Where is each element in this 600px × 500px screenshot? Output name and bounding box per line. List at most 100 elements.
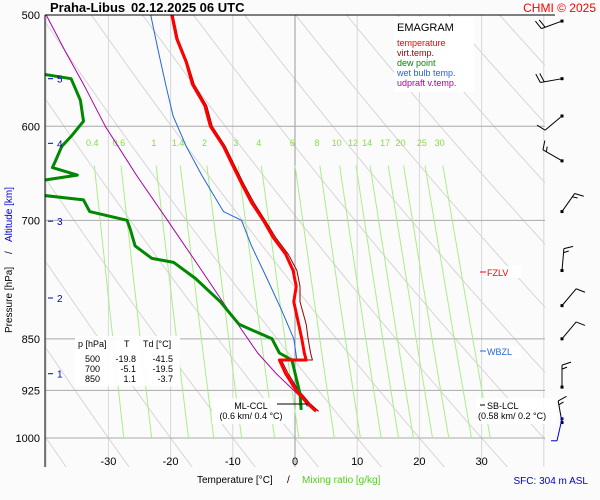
y-tick-label: 500: [22, 10, 40, 22]
stats-table-box: [75, 336, 180, 386]
stats-row: 700 -5.1 -19.5: [85, 364, 173, 374]
wind-barb-station: [560, 114, 564, 118]
y-tick-label: 925: [22, 385, 40, 397]
wind-barb-feather: [538, 19, 546, 28]
wind-barb-station: [560, 19, 564, 23]
mixing-ratio-line: [155, 165, 189, 439]
stats-cell: 1.1: [123, 374, 136, 384]
wind-barb-station: [560, 210, 564, 214]
wind-barb-feather: [561, 361, 572, 366]
wind-barb-station: [560, 385, 564, 389]
series-lines: [45, 15, 319, 413]
ml-ccl-detail: (0.6 km/ 0.4 °C): [219, 411, 282, 421]
mixing-ratio-label: 8: [315, 138, 320, 148]
wind-barb-shaft: [561, 193, 576, 212]
wind-barb-feather: [575, 321, 586, 326]
mixing-ratio-label: 0.4: [86, 138, 99, 148]
wind-barb-feather: [536, 124, 546, 131]
wbzl-label: WBZL: [487, 347, 512, 357]
wind-barb: [560, 245, 574, 273]
series-temperature: [170, 15, 318, 413]
wind-barb-shaft: [541, 20, 563, 30]
wind-barb: [535, 19, 564, 30]
altitude-tick-label: 5: [57, 75, 63, 86]
mixing-ratio-line: [442, 165, 491, 439]
wind-barb: [560, 288, 586, 308]
wind-barb: [560, 193, 584, 214]
legend-box: [394, 17, 474, 92]
mixing-ratio-label: 6: [290, 138, 295, 148]
y-tick-label: 850: [22, 334, 40, 346]
stats-row: 850 1.1 -3.7: [85, 374, 173, 384]
x-tick-label: 30: [475, 456, 487, 468]
wind-barb-shaft: [542, 149, 563, 162]
wind-barb: [535, 73, 564, 83]
wind-barb-half-feather: [558, 401, 564, 406]
legend-title: EMAGRAM: [397, 22, 454, 34]
wind-barb-feather: [539, 73, 545, 83]
wind-barbs: [535, 19, 586, 442]
mixing-ratio-label: 2: [202, 138, 207, 148]
dry-adiabat-line: [45, 259, 193, 467]
datetime-title: 02.12.2025 06 UTC: [131, 0, 245, 15]
dry-adiabat-line: [345, 15, 545, 245]
wind-barb-station: [560, 159, 564, 163]
wind-barb: [536, 114, 564, 131]
mixing-ratio-line: [369, 165, 414, 439]
mixing-ratio-line: [294, 165, 335, 439]
wind-barb: [560, 361, 572, 389]
stats-header-t: T: [124, 339, 130, 349]
wind-barb-feather: [542, 140, 546, 150]
ml-ccl-bg: [212, 398, 292, 424]
mixing-ratio-line: [179, 165, 215, 439]
stats-cell: 850: [85, 374, 100, 384]
legend-dew-point: dew point: [397, 58, 436, 68]
wind-barb-station: [560, 304, 564, 308]
surface-wind-station: [560, 417, 564, 421]
dry-adiabat-line: [294, 15, 545, 308]
y-tick-label: 1000: [16, 433, 40, 445]
series-virt-temp: [172, 15, 319, 412]
stats-header-td: Td [°C]: [143, 339, 171, 349]
altitude-tick-label: 3: [57, 217, 63, 228]
mixing-ratio-line: [424, 165, 472, 439]
x-tick-label: 0: [292, 456, 298, 468]
mixing-ratio-line: [319, 165, 361, 439]
wind-barb-station: [560, 421, 564, 425]
dry-adiabat-line: [45, 20, 382, 467]
mixing-ratio-line: [339, 165, 382, 439]
wind-barb-shaft: [544, 115, 563, 131]
ylabel-group: Pressure [hPa] / Altitude [km]: [4, 187, 15, 333]
mixing-ratio-label: 20: [395, 138, 405, 148]
sb-lcl-bg: [476, 398, 556, 424]
wind-barb-half-feather: [545, 146, 548, 152]
legend-wet-bulb: wet bulb temp.: [396, 68, 456, 78]
wind-barb-feather: [574, 193, 584, 197]
mixing-ratio-label: 1.4: [172, 138, 185, 148]
stats-cell: -41.5: [152, 354, 173, 364]
mixing-ratio-label: 3: [233, 138, 238, 148]
mixing-ratio-line: [387, 165, 433, 439]
stats-cell: -3.7: [157, 374, 173, 384]
wind-barb-feather: [563, 245, 574, 250]
x-tick-label: 20: [413, 456, 425, 468]
mixing-ratio-label: 0.6: [113, 138, 126, 148]
xlabel-mixing: Mixing ratio [g/kg]: [302, 475, 381, 486]
wind-barb-feather: [575, 288, 586, 293]
ylabel-altitude: Altitude [km]: [4, 187, 15, 242]
ml-ccl-label: ML-CCL: [234, 401, 268, 411]
legend-temperature: temperature: [397, 38, 446, 48]
mixing-ratio-label: 10: [332, 138, 342, 148]
wind-barb-feather: [557, 395, 567, 402]
stats-cell: 700: [85, 364, 100, 374]
ylabel: Pressure [hPa]: [4, 267, 15, 333]
wind-barb-station: [560, 77, 564, 81]
stats-header-p: p [hPa]: [78, 339, 107, 349]
xlabel: Temperature [°C]: [197, 475, 273, 486]
stats-cell: -5.1: [120, 364, 136, 374]
mixing-ratio-label: 30: [435, 138, 445, 148]
dry-adiabat-line: [141, 15, 509, 467]
mixing-ratio-label: 25: [417, 138, 427, 148]
